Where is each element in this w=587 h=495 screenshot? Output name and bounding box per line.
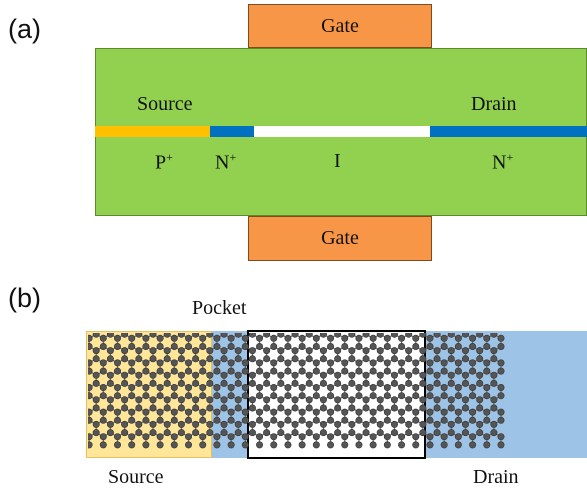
- lattice-atom: [278, 323, 284, 329]
- lattice-atom: [462, 323, 468, 329]
- lattice-atom: [263, 323, 269, 329]
- n-plus-right-sup: +: [506, 150, 514, 164]
- lattice-atom: [320, 323, 326, 329]
- p-plus-text: P: [155, 151, 167, 174]
- n-plus-left-label: N+: [215, 150, 236, 175]
- lattice-atom: [334, 323, 340, 329]
- lattice-atom: [79, 429, 85, 435]
- lattice-atom: [79, 397, 85, 403]
- panel-b-label: (b): [8, 283, 41, 313]
- lattice-atom: [476, 323, 482, 329]
- lattice-atom: [235, 323, 241, 329]
- lattice-atom: [221, 323, 227, 329]
- lattice-atom: [93, 323, 99, 329]
- p-plus-sup: +: [166, 150, 173, 164]
- top-gate-label: Gate: [321, 14, 359, 37]
- n-plus-left-sup: +: [229, 150, 237, 164]
- bottom-gate-label: Gate: [321, 227, 359, 249]
- lattice-atom: [377, 323, 383, 329]
- lattice-atom: [79, 347, 85, 353]
- n-plus-pocket-strip: [210, 126, 254, 137]
- top-gate: Gate: [248, 4, 432, 48]
- lattice-atom: [150, 323, 156, 329]
- lattice-atom: [306, 323, 312, 329]
- source-label-a: Source: [137, 93, 193, 115]
- source-region-b: [86, 331, 212, 458]
- lattice-atom: [391, 323, 397, 329]
- n-plus-right-text: N: [492, 151, 507, 174]
- lattice-atom: [249, 323, 255, 329]
- lattice-atom: [79, 405, 85, 411]
- lattice-atom: [164, 323, 170, 329]
- drain-region-b: [426, 331, 587, 458]
- drain-label-a: Drain: [471, 93, 517, 115]
- lattice-atom: [79, 356, 85, 362]
- lattice-atom: [79, 421, 85, 427]
- p-plus-label: P+: [155, 150, 173, 175]
- lattice-atom: [207, 323, 213, 329]
- channel-region-b: [247, 330, 426, 459]
- p-plus-strip: [95, 126, 210, 137]
- lattice-atom: [448, 323, 454, 329]
- lattice-atom: [79, 323, 85, 329]
- drain-label-b: Drain: [473, 466, 519, 488]
- n-plus-drain-strip: [430, 126, 587, 137]
- n-plus-left-text: N: [215, 151, 230, 174]
- lattice-atom: [349, 323, 355, 329]
- intrinsic-strip: [254, 126, 430, 137]
- lattice-atom: [178, 323, 184, 329]
- bottom-gate: Gate: [248, 216, 432, 261]
- lattice-atom: [363, 323, 369, 329]
- intrinsic-label: I: [334, 150, 341, 172]
- lattice-atom: [405, 323, 411, 329]
- lattice-atom: [121, 323, 127, 329]
- pocket-region-b: [212, 331, 247, 458]
- n-plus-right-label: N+: [492, 150, 513, 175]
- lattice-atom: [136, 323, 142, 329]
- panel-a-label: (a): [8, 14, 41, 44]
- lattice-atom: [79, 372, 85, 378]
- lattice-atom: [491, 323, 497, 329]
- pocket-label: Pocket: [192, 297, 247, 319]
- lattice-atom: [292, 323, 298, 329]
- lattice-atom: [434, 323, 440, 329]
- source-label-b: Source: [108, 466, 164, 488]
- lattice-atom: [192, 323, 198, 329]
- lattice-atom: [420, 323, 426, 329]
- lattice-atom: [79, 331, 85, 337]
- lattice-atom: [79, 380, 85, 386]
- lattice-atom: [107, 323, 113, 329]
